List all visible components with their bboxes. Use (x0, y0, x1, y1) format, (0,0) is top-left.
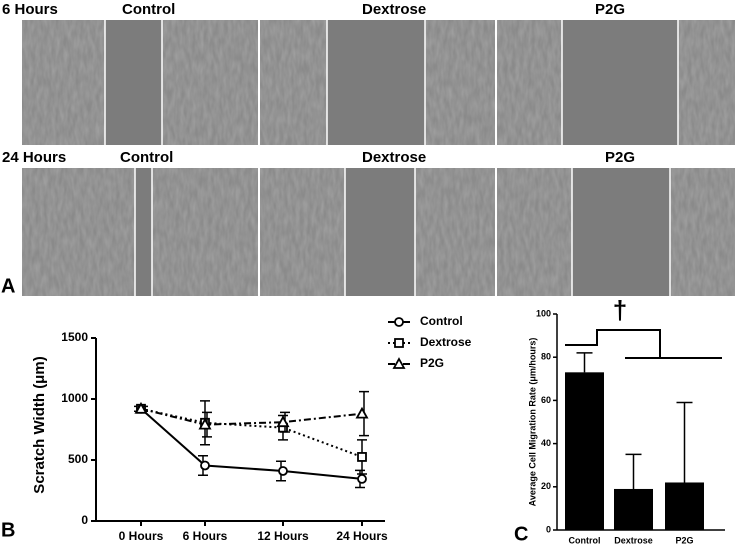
y-tick-label: 0 (546, 524, 551, 534)
error-bar (676, 401, 693, 483)
micrograph-texture (260, 20, 327, 145)
x-tick-label: 0 Hours (119, 529, 164, 543)
micrograph-texture (415, 168, 495, 296)
micrograph-texture (22, 168, 135, 296)
panel-label: B (1, 519, 15, 541)
x-tick-label: 24 Hours (336, 529, 388, 543)
series-line (140, 407, 363, 458)
scratch-gap (105, 20, 162, 145)
y-tick-label: 80 (541, 352, 551, 362)
micrograph-texture (497, 168, 572, 296)
scratch-gap (345, 168, 415, 296)
group-label: P2G (605, 149, 635, 166)
micrograph-texture (425, 20, 495, 145)
marker (198, 417, 212, 430)
series-line (140, 408, 363, 480)
scratch-gap (572, 168, 670, 296)
marker (394, 338, 404, 348)
scratch-gap (135, 168, 152, 296)
y-tick-label: 0 (81, 513, 88, 527)
marker (200, 460, 210, 471)
x-tick-label: P2G (675, 535, 693, 545)
scratch-gap (327, 20, 425, 145)
group-label: Control (122, 1, 175, 18)
micrograph-texture (162, 20, 258, 145)
marker (392, 357, 406, 369)
legend-label: Dextrose (420, 335, 472, 349)
error-bar (625, 453, 642, 489)
group-label: Dextrose (362, 1, 426, 18)
bar (665, 482, 704, 530)
x-tick-label: 6 Hours (183, 529, 228, 543)
series-line (140, 407, 363, 426)
bar (565, 372, 604, 530)
micrograph-texture (260, 168, 345, 296)
group-label: Control (120, 149, 173, 166)
x-tick-label: Dextrose (614, 535, 653, 545)
marker (134, 401, 148, 414)
legend-label: Control (420, 314, 463, 328)
time-label: 24 Hours (2, 149, 66, 166)
microscopy-panel (22, 20, 735, 296)
marker (355, 406, 369, 419)
group-label: P2G (595, 1, 625, 18)
marker (278, 466, 288, 476)
y-tick-label: 500 (68, 452, 88, 466)
y-tick-label: 1500 (61, 330, 88, 344)
error-bar (576, 352, 593, 373)
y-tick-label: 60 (541, 395, 551, 405)
marker (394, 317, 404, 327)
marker (357, 452, 367, 462)
time-label: 6 Hours (2, 1, 58, 18)
x-tick-label: Control (569, 535, 601, 545)
y-tick-label: 1000 (61, 391, 88, 405)
y-tick-label: 100 (536, 308, 551, 318)
y-axis-label: Scratch Width (μm) (31, 356, 48, 493)
panel-label: C (514, 523, 528, 545)
marker (276, 415, 290, 428)
legend-label: P2G (420, 356, 444, 370)
micrograph-texture (152, 168, 258, 296)
micrograph-texture (22, 20, 105, 145)
micrograph-texture (670, 168, 735, 296)
significance-bracket (565, 329, 661, 358)
scratch-gap (562, 20, 678, 145)
y-axis-label: Average Cell Migration Rate (μm/hours) (527, 338, 537, 507)
group-label: Dextrose (362, 149, 426, 166)
panel-label: A (1, 275, 15, 297)
micrograph-texture (678, 20, 735, 145)
annotation: † (613, 295, 627, 325)
x-tick-label: 12 Hours (257, 529, 309, 543)
bar (614, 488, 653, 530)
y-tick-label: 20 (541, 481, 551, 491)
marker (357, 474, 367, 484)
y-tick-label: 40 (541, 438, 551, 448)
micrograph-texture (497, 20, 562, 145)
